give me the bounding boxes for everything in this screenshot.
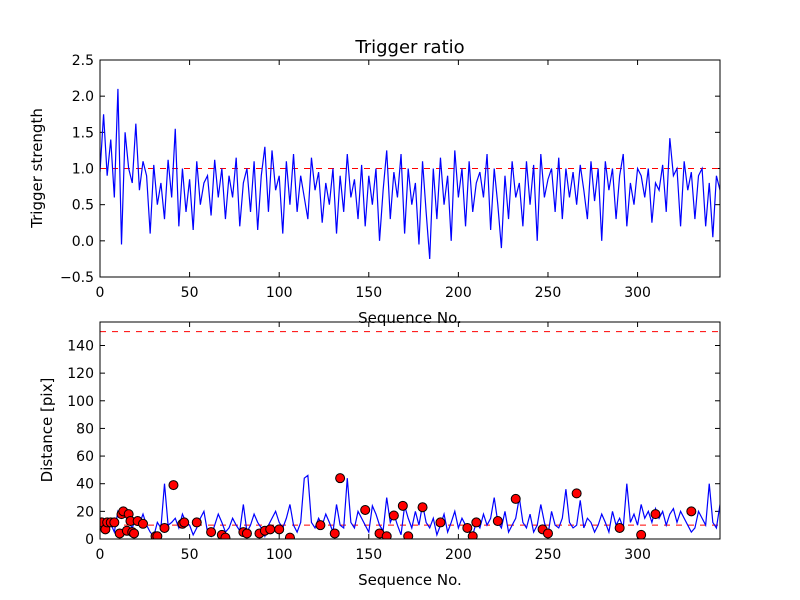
top-y-tick-label: 2.0	[72, 89, 94, 105]
bottom-y-tick-label: 60	[76, 449, 94, 465]
bottom-y-tick-label: 80	[76, 421, 94, 437]
top-y-tick-label: 0.5	[72, 198, 94, 214]
data-point-marker	[403, 531, 414, 539]
data-point-marker	[650, 509, 661, 520]
data-point-marker	[636, 529, 647, 539]
data-point-marker	[138, 518, 149, 529]
data-point-marker	[417, 502, 428, 513]
data-point-marker	[152, 531, 163, 539]
top-axes-frame	[99, 59, 721, 278]
bottom-x-tick-label: 0	[96, 547, 105, 563]
bottom-axis-ticks: 0 50 100 150 200 250 300 0 20 40 60 80 100 120 140	[67, 322, 720, 563]
top-x-axis-label: Sequence No.	[358, 309, 462, 327]
data-point-marker	[329, 528, 340, 539]
data-point-marker	[388, 510, 399, 521]
data-point-marker	[381, 531, 392, 539]
data-point-marker	[435, 517, 446, 528]
top-x-tick-label: 250	[535, 285, 562, 301]
data-point-marker	[109, 517, 120, 528]
data-point-marker	[471, 517, 482, 528]
bottom-y-tick-label: 120	[67, 366, 94, 382]
top-x-tick-label: 0	[96, 285, 105, 301]
data-point-marker	[571, 488, 582, 499]
data-point-marker	[542, 528, 553, 539]
bottom-x-axis-label: Sequence No.	[358, 571, 462, 589]
distance-chart: 0 50 100 150 200 250 300 0 20 40 60 80 100 120 140 Seq…	[38, 321, 721, 589]
data-point-marker	[467, 531, 478, 539]
bottom-x-tick-label: 300	[624, 547, 651, 563]
bottom-y-tick-label: 140	[67, 338, 94, 354]
data-point-marker	[335, 473, 346, 484]
data-point-marker	[462, 522, 473, 533]
data-point-marker	[129, 528, 140, 539]
chart-title: Trigger ratio	[354, 37, 464, 58]
top-y-tick-label: 1.0	[72, 162, 94, 178]
top-y-tick-label: −0.5	[60, 270, 94, 286]
bottom-y-axis-label: Distance [pix]	[38, 378, 56, 483]
bottom-x-tick-label: 250	[535, 547, 562, 563]
top-y-tick-label: 1.5	[72, 125, 94, 141]
top-x-tick-label: 100	[266, 285, 293, 301]
top-y-tick-label: 0.0	[72, 234, 94, 250]
bottom-plot-clip	[100, 331, 720, 539]
top-x-tick-label: 200	[445, 285, 472, 301]
data-point-marker	[206, 527, 217, 538]
data-point-marker	[510, 493, 521, 504]
data-point-marker	[284, 532, 295, 539]
data-point-marker	[274, 524, 285, 535]
bottom-plot-area	[100, 331, 720, 539]
top-y-tick-label: 2.5	[72, 53, 94, 69]
top-axis-ticks: 0 50 100 150 200 250 300 −0.5 0.0 0.5 1.0 1.5 2.0 2.5	[60, 53, 720, 301]
top-plot-area	[100, 88, 720, 259]
data-point-marker	[179, 517, 190, 528]
bottom-axes-frame	[99, 321, 721, 540]
bottom-x-tick-label: 200	[445, 547, 472, 563]
bottom-x-tick-label: 100	[266, 547, 293, 563]
trigger-ratio-chart: Trigger ratio 0 50 100 150 200 250 300−0.50.00…	[28, 37, 721, 327]
top-x-tick-label: 50	[181, 285, 199, 301]
bottom-x-tick-label: 50	[181, 547, 199, 563]
data-point-marker	[168, 480, 179, 491]
data-point-marker	[397, 500, 408, 511]
bottom-x-tick-label: 150	[355, 547, 382, 563]
top-y-axis-label: Trigger strength	[28, 108, 46, 229]
top-plot-clip	[100, 88, 720, 259]
bottom-y-tick-label: 40	[76, 477, 94, 493]
data-point-marker	[159, 522, 170, 533]
bottom-y-tick-label: 20	[76, 504, 94, 520]
bottom-series-line	[100, 474, 720, 538]
data-point-marker	[315, 520, 326, 531]
top-x-tick-label: 150	[355, 285, 382, 301]
data-point-marker	[265, 524, 276, 535]
bottom-y-tick-label: 0	[85, 532, 94, 548]
data-point-marker	[360, 504, 371, 515]
data-point-marker	[191, 517, 202, 528]
data-point-marker	[614, 522, 625, 533]
top-x-tick-label: 300	[624, 285, 651, 301]
data-point-marker	[220, 532, 231, 539]
data-point-marker	[686, 506, 697, 517]
bottom-y-tick-label: 100	[67, 394, 94, 410]
top-series-line	[100, 88, 720, 259]
data-point-marker	[241, 528, 252, 539]
data-point-marker	[492, 516, 503, 527]
